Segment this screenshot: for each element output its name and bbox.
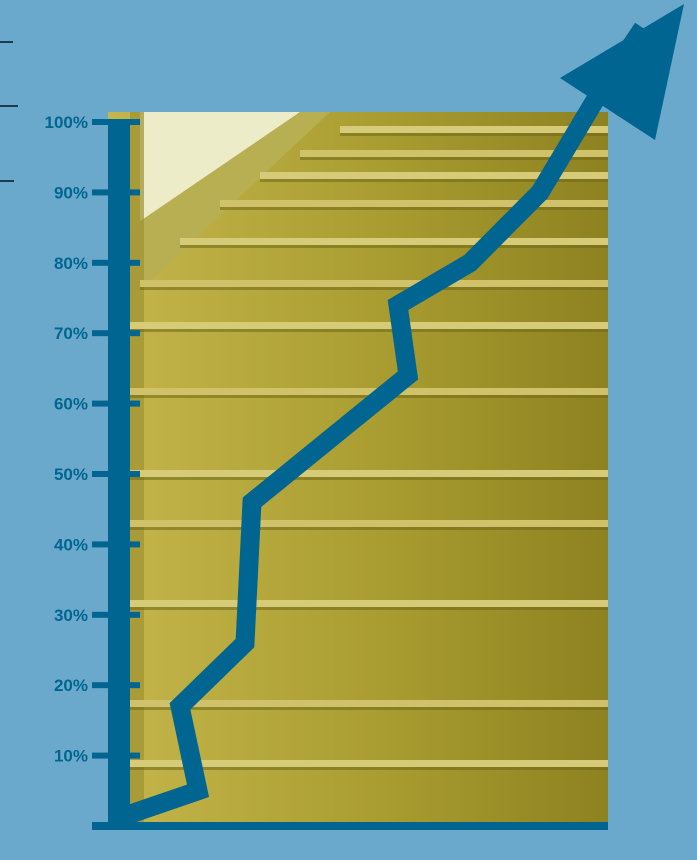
- y-ticks: [92, 119, 140, 759]
- y-tick: [92, 259, 140, 266]
- y-tick: [92, 682, 140, 689]
- left-edge-mark-3: [0, 180, 14, 182]
- stair-step-shadow: [130, 527, 608, 530]
- stair-step-shadow: [340, 133, 608, 136]
- y-tick: [92, 541, 140, 548]
- y-tick: [92, 471, 140, 477]
- stair-step-edge: [300, 150, 608, 157]
- stair-step-shadow: [220, 207, 608, 210]
- stair-step-shadow: [130, 329, 608, 332]
- y-tick: [92, 119, 140, 125]
- x-axis-baseline: [92, 822, 608, 830]
- y-tick-labels: 10% 20% 30% 40% 50% 60% 70% 80% 90% 100%: [45, 113, 88, 766]
- y-tick: [92, 330, 140, 337]
- stair-step-edge: [130, 388, 608, 395]
- y-tick-label: 100%: [45, 113, 88, 132]
- y-tick-label: 30%: [54, 606, 88, 625]
- growth-series: [112, 4, 684, 828]
- stair-step-edge: [130, 520, 608, 527]
- stair-step-edge: [130, 600, 608, 607]
- left-edge-mark-2: [0, 105, 18, 107]
- y-tick: [92, 189, 140, 196]
- stair-step-edges: [130, 126, 608, 770]
- y-tick-label: 50%: [54, 465, 88, 484]
- stair-step-edge: [220, 200, 608, 207]
- stair-step-shadow: [180, 245, 608, 248]
- y-tick-label: 20%: [54, 676, 88, 695]
- y-tick-label: 60%: [54, 395, 88, 414]
- y-tick-label: 10%: [54, 747, 88, 766]
- stair-step-shadow: [260, 179, 608, 182]
- stair-step-edge: [340, 126, 608, 133]
- stair-step-edge: [140, 280, 608, 287]
- stair-step-edge: [260, 172, 608, 179]
- y-tick-label: 40%: [54, 535, 88, 554]
- stair-step-shadow: [130, 707, 608, 710]
- stair-step-edge: [130, 322, 608, 329]
- y-tick-label: 80%: [54, 254, 88, 273]
- stair-step-edge: [180, 238, 608, 245]
- stair-step-shadow: [300, 157, 608, 160]
- y-tick-label: 70%: [54, 324, 88, 343]
- stair-step-shadow: [140, 287, 608, 290]
- left-edge-mark-1: [0, 41, 13, 43]
- y-tick: [92, 611, 140, 618]
- stair-step-edge: [130, 700, 608, 707]
- stair-step-shadow: [130, 477, 608, 480]
- stair-step-edge: [130, 760, 608, 767]
- y-tick-label: 90%: [54, 183, 88, 202]
- growth-series-line: [112, 22, 651, 828]
- stair-step-shadow: [130, 767, 608, 770]
- y-tick: [92, 400, 140, 407]
- growth-arrow-head: [560, 4, 684, 140]
- stair-step-edge: [130, 470, 608, 477]
- stair-step-shadow: [130, 607, 608, 610]
- y-tick: [92, 752, 140, 759]
